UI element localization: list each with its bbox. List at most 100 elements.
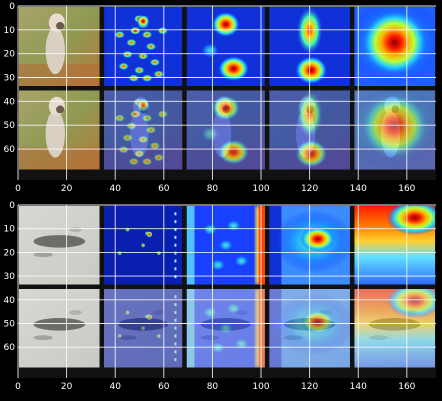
hot-blob: [360, 92, 429, 160]
edge-dot: [174, 267, 177, 271]
saliency-peak: [146, 314, 153, 321]
y-tick-label: 40: [4, 296, 16, 306]
x-tick-label: 100: [252, 382, 269, 392]
saliency-spot: [140, 325, 146, 331]
heat-layer: [186, 90, 265, 170]
ground: [19, 147, 100, 170]
y-tick-label: 10: [4, 26, 16, 36]
saliency-spot: [125, 310, 130, 315]
x-tick-label: 160: [398, 184, 415, 194]
tile-bottom-original-edge-heatmap: [186, 206, 265, 285]
sand-mark: [33, 252, 53, 258]
saliency-spot: [122, 133, 133, 142]
edge-left: [186, 288, 195, 368]
cool-spot: [225, 302, 242, 315]
saliency-spot: [133, 149, 145, 158]
tile-top-original-spot-map: [186, 7, 265, 87]
edge-dot: [174, 243, 177, 247]
hot-blob: [360, 9, 429, 76]
edge-dot: [174, 310, 177, 314]
y-tick-label: 50: [4, 121, 16, 131]
edge-dot: [174, 220, 177, 224]
cool-spot: [202, 306, 218, 319]
cool-spot: [210, 258, 226, 272]
saliency-spot: [125, 122, 137, 130]
panel-bottom: 0 20 40 60 80 100 120 140 160 0 10 20 30 40 50 60: [4, 201, 436, 392]
heat-layer: [354, 206, 436, 285]
edge-dot: [174, 251, 177, 255]
heat-layer: [186, 7, 265, 87]
saliency-spot: [133, 66, 145, 75]
heat-layer: [186, 288, 265, 368]
dog-body: [45, 26, 65, 75]
heat-layer: [104, 206, 183, 285]
y-tick-label: 20: [4, 50, 16, 60]
saliency-spot: [118, 145, 130, 154]
tile-bottom-overlay-center-heatmap: [269, 288, 350, 368]
saliency-spot: [129, 110, 141, 119]
tile-bottom-overlay-top-heatmap: [354, 288, 436, 368]
edge-dot: [174, 326, 177, 330]
heat-layer: [354, 7, 436, 87]
saliency-spot: [141, 30, 153, 39]
saliency-spot: [117, 250, 123, 256]
hot-spot: [217, 139, 250, 165]
tile-bottom-overlay-sparse-saliency: [104, 288, 183, 368]
edge-core: [258, 206, 265, 285]
hot-spot: [386, 206, 436, 236]
saliency-spot: [125, 227, 130, 232]
x-tick-label: 0: [15, 382, 21, 392]
edge-dot: [174, 235, 177, 239]
x-tick-label: 60: [158, 184, 170, 194]
x-tick-label: 20: [61, 184, 73, 194]
x-tick-label: 100: [252, 184, 269, 194]
x-tick-label: 140: [350, 184, 367, 194]
cool-spot: [202, 223, 218, 236]
cool-spot: [210, 341, 226, 355]
saliency-peak: [136, 98, 150, 111]
x-tick-label: 120: [301, 184, 318, 194]
y-tick-label: 0: [9, 201, 15, 211]
saliency-spot: [125, 38, 137, 47]
saliency-spot: [128, 157, 140, 166]
dog-head: [48, 96, 65, 116]
saliency-spot: [128, 74, 140, 83]
cool-spot: [217, 239, 234, 252]
cool-spot: [200, 125, 220, 142]
tile-top-overlay-image: [19, 90, 100, 170]
saliency-spot: [117, 333, 123, 339]
edge-dot: [174, 303, 177, 307]
lizard: [33, 235, 86, 248]
tile-bottom-overlay-edge-heatmap: [186, 288, 265, 368]
saliency-spot: [118, 62, 130, 71]
edge-dot: [174, 358, 177, 362]
tile-bottom-original-image: [19, 206, 100, 285]
heat-layer: [354, 288, 436, 368]
tile-top-overlay-spot-map: [186, 90, 265, 170]
dog-face: [56, 22, 65, 30]
saliency-spot: [140, 242, 146, 248]
dog-face: [56, 105, 65, 114]
edge-dot: [174, 334, 177, 338]
saliency-peak: [146, 231, 153, 238]
edge-dot: [174, 318, 177, 322]
heat-layer: [269, 288, 350, 368]
x-tick-label: 60: [158, 382, 170, 392]
saliency-spot: [153, 153, 165, 162]
saliency-spot: [137, 135, 149, 144]
edge-dot: [174, 259, 177, 263]
tile-bottom-original-center-heatmap: [269, 206, 350, 285]
saliency-spot: [145, 125, 157, 134]
hot-spot: [211, 11, 240, 38]
saliency-spot: [145, 42, 157, 51]
saliency-spot: [157, 110, 169, 119]
y-tick-label: 60: [4, 145, 16, 155]
x-tick-label: 20: [61, 382, 73, 392]
heat-layer: [186, 206, 265, 285]
ground: [19, 63, 100, 87]
tile-top-overlay-broad-heatmap: [354, 90, 436, 170]
x-tick-label: 80: [207, 382, 219, 392]
tile-bottom-original-top-heatmap: [354, 206, 436, 285]
edge-dot: [174, 275, 177, 279]
saliency-spot: [149, 58, 161, 67]
